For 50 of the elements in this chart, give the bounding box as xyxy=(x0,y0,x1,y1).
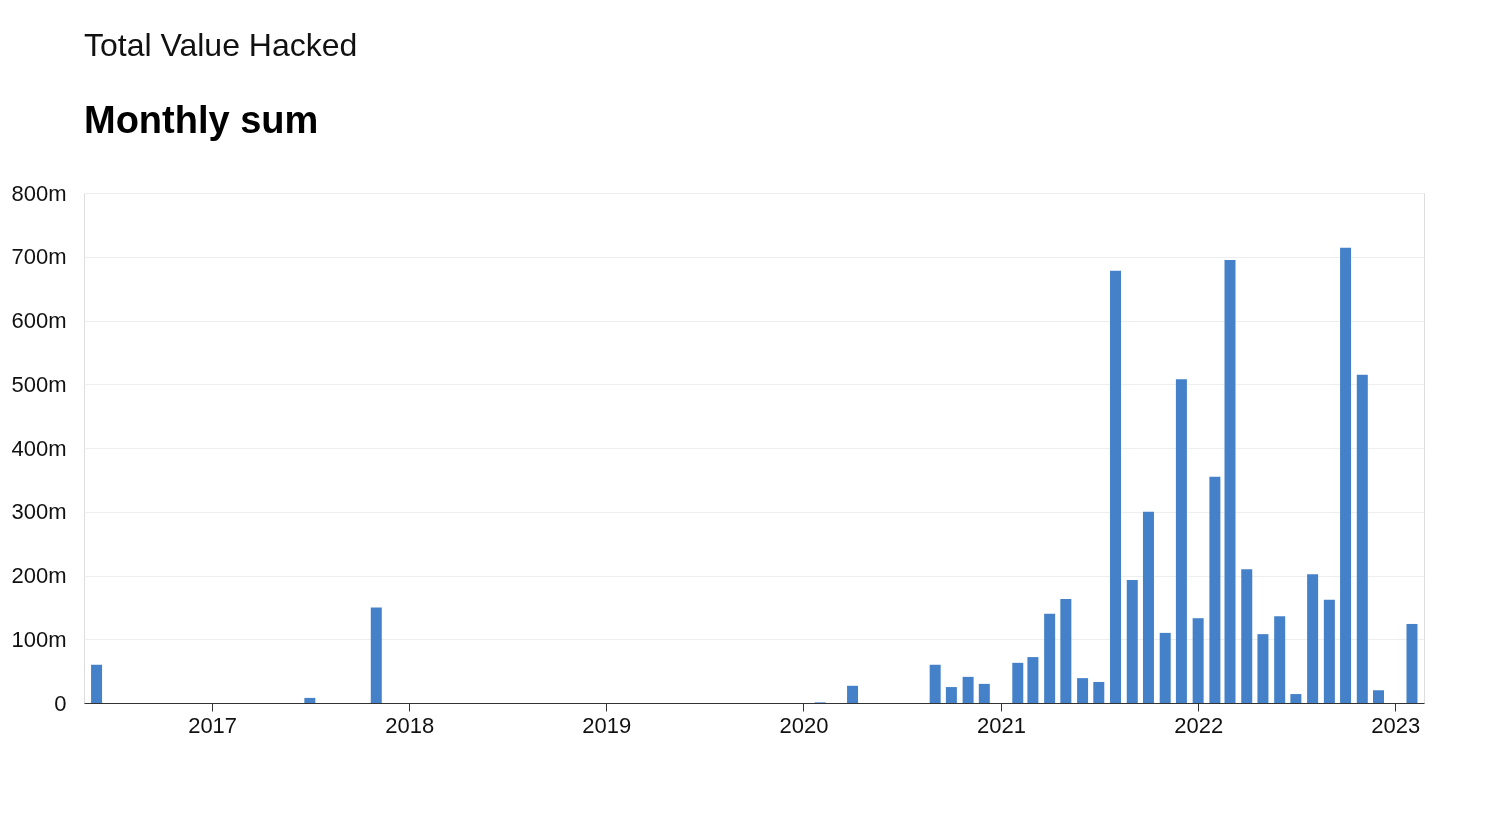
y-tick-label: 0 xyxy=(54,690,67,716)
x-tick-label: 2020 xyxy=(779,712,829,738)
bar xyxy=(1373,690,1384,703)
x-tick-label: 2022 xyxy=(1174,712,1224,738)
bar xyxy=(945,687,957,703)
y-tick-label: 200m xyxy=(11,563,67,588)
bar xyxy=(962,676,974,703)
bar xyxy=(1077,678,1089,703)
bar xyxy=(1044,613,1056,703)
bar xyxy=(370,607,382,703)
y-tick-label: 700m xyxy=(11,244,67,270)
x-tick-label: 2019 xyxy=(582,712,632,738)
y-tick-label: 800m xyxy=(11,180,67,206)
bar xyxy=(1257,634,1269,703)
y-tick-label: 300m xyxy=(11,499,67,525)
chart-subtitle: Monthly sum xyxy=(84,99,319,141)
x-tick-label: 2021 xyxy=(977,712,1027,738)
y-tick-label: 400m xyxy=(11,435,67,461)
bar xyxy=(1159,632,1171,703)
y-tick-label: 500m xyxy=(11,371,67,397)
bar xyxy=(1224,259,1236,703)
x-tick-label: 2023 xyxy=(1371,712,1421,738)
bar xyxy=(1356,374,1368,703)
bar xyxy=(1323,599,1335,703)
bar xyxy=(1406,623,1418,703)
bar xyxy=(1340,247,1352,703)
x-tick-label: 2018 xyxy=(385,712,435,738)
y-tick-label: 100m xyxy=(11,626,67,652)
bar xyxy=(1290,694,1302,703)
bar xyxy=(1175,379,1187,703)
bar xyxy=(1027,657,1039,703)
bar xyxy=(847,685,859,703)
bar xyxy=(1110,270,1122,703)
bar xyxy=(1209,476,1221,703)
y-tick-label: 600m xyxy=(11,308,67,333)
bar xyxy=(1142,511,1154,703)
x-tick-label: 2017 xyxy=(188,712,238,738)
bar xyxy=(91,664,103,703)
bar xyxy=(1307,574,1319,703)
bar xyxy=(1012,662,1024,703)
bar xyxy=(929,664,941,703)
bar xyxy=(1093,681,1105,703)
bar xyxy=(1192,618,1204,703)
bar xyxy=(1126,579,1138,703)
chart-title: Total Value Hacked xyxy=(84,27,358,63)
bar xyxy=(304,697,316,703)
bar xyxy=(978,683,990,703)
bar xyxy=(1241,569,1253,703)
bar xyxy=(1274,616,1286,703)
bar xyxy=(1060,599,1072,703)
